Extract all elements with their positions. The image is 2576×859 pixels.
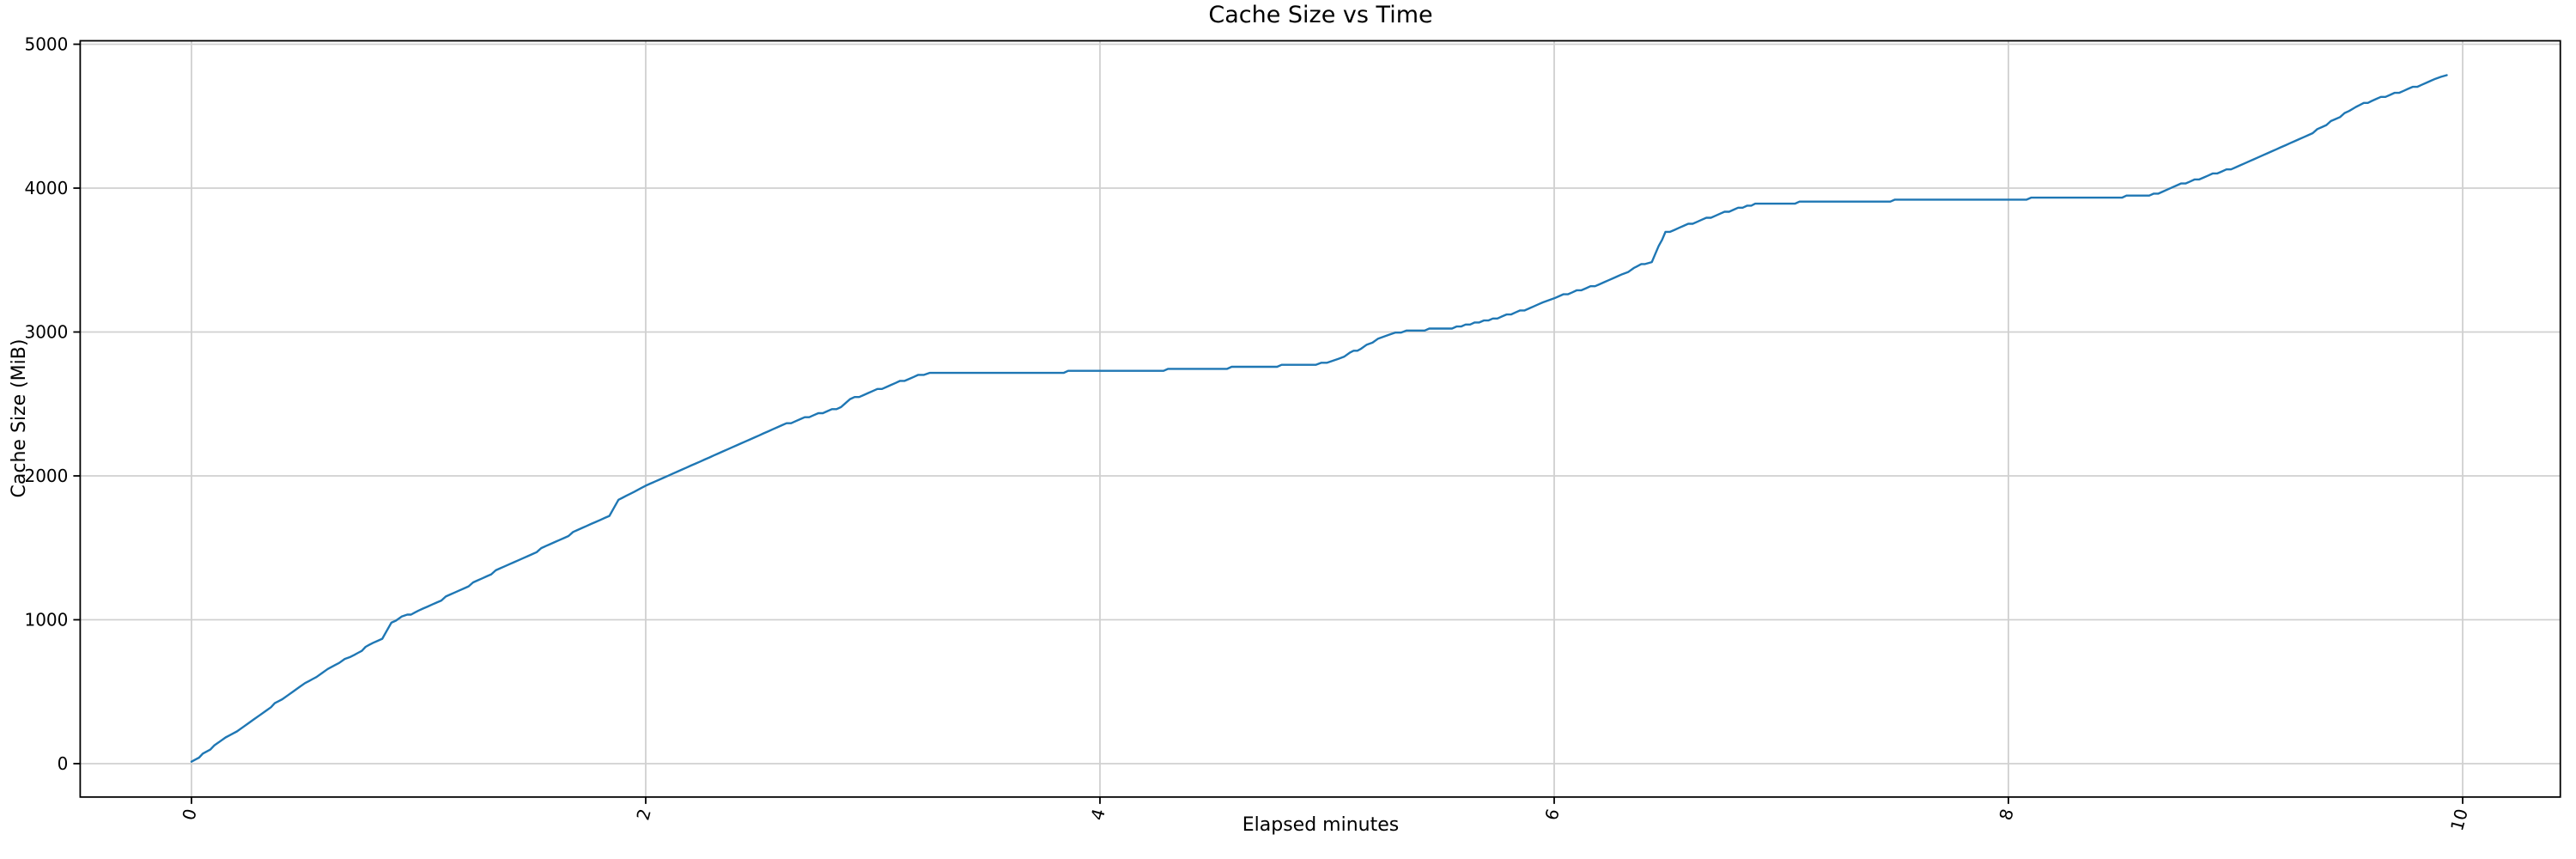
y-tick-label-4000: 4000: [24, 178, 68, 198]
y-tick-label-3000: 3000: [24, 322, 68, 343]
x-tick-label-8: 8: [1995, 807, 2017, 823]
x-tick-label-0: 0: [178, 807, 200, 823]
plot-border: [79, 40, 2561, 798]
y-tick-label-0: 0: [58, 753, 69, 774]
x-axis-label: Elapsed minutes: [1242, 814, 1400, 836]
y-tick-label-5000: 5000: [24, 34, 68, 55]
y-tick-label-2000: 2000: [24, 466, 68, 486]
cache-size-line: [190, 74, 2448, 763]
x-tick-label-4: 4: [1086, 807, 1109, 823]
x-tick-label-6: 6: [1540, 807, 1563, 823]
y-axis-label: Cache Size (MiB): [9, 338, 30, 498]
y-tick-label-1000: 1000: [24, 610, 68, 631]
x-tick-label-2: 2: [632, 807, 654, 823]
chart-title: Cache Size vs Time: [1208, 2, 1433, 28]
